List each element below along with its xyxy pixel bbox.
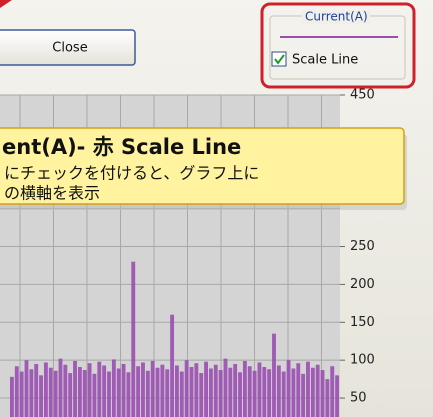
y-tick-label: 100 bbox=[350, 353, 375, 368]
signal-bar bbox=[102, 365, 107, 417]
signal-bar bbox=[175, 365, 179, 417]
callout-title: ent(A)- 赤 Scale Line bbox=[2, 135, 241, 159]
signal-bar bbox=[121, 363, 126, 417]
y-tick-label: 450 bbox=[350, 88, 375, 103]
signal-bar bbox=[160, 364, 165, 417]
signal-bar bbox=[330, 366, 335, 417]
signal-bar bbox=[58, 358, 63, 417]
signal-bar bbox=[53, 370, 58, 417]
signal-bar bbox=[199, 373, 204, 417]
signal-bar bbox=[184, 360, 189, 417]
signal-bar bbox=[77, 366, 82, 417]
signal-bar bbox=[29, 369, 34, 417]
signal-bar bbox=[218, 370, 223, 417]
signal-bar bbox=[73, 360, 77, 417]
signal-bar bbox=[315, 364, 320, 417]
signal-bar bbox=[68, 373, 73, 417]
callout: ent(A)- 赤 Scale Line にチェックを付けると、グラフ上に の横… bbox=[0, 127, 407, 210]
signal-bar bbox=[19, 371, 24, 417]
callout-box bbox=[0, 127, 405, 205]
signal-bar bbox=[252, 370, 257, 417]
signal-bar bbox=[296, 363, 301, 417]
signal-bar bbox=[92, 373, 97, 417]
signal-bar bbox=[82, 370, 87, 417]
signal-bar bbox=[43, 362, 48, 417]
signal-bar bbox=[242, 360, 247, 417]
signal-bar bbox=[131, 261, 136, 417]
close-button[interactable]: Close bbox=[0, 29, 136, 66]
signal-bar bbox=[136, 366, 141, 417]
signal-bar bbox=[272, 333, 276, 417]
checkmark bbox=[274, 54, 285, 65]
signal-bar bbox=[291, 368, 296, 417]
signal-bar bbox=[262, 366, 267, 417]
signal-bar bbox=[111, 359, 116, 417]
signal-bar bbox=[223, 358, 228, 417]
signal-bar bbox=[34, 363, 39, 417]
signal-bar bbox=[170, 314, 175, 417]
signal-bar bbox=[87, 363, 92, 417]
signal-bar bbox=[204, 361, 208, 417]
signal-bar bbox=[228, 367, 233, 417]
signal-bar bbox=[39, 375, 43, 417]
highlight-frame bbox=[260, 2, 416, 89]
signal-bar bbox=[208, 368, 213, 417]
signal-bar bbox=[14, 366, 19, 417]
signal-bar bbox=[116, 368, 121, 417]
group-label: Current(A) bbox=[305, 10, 368, 24]
signal-bar bbox=[97, 361, 102, 417]
signal-bar bbox=[24, 360, 29, 417]
signal-bar bbox=[238, 372, 242, 417]
signal-bar bbox=[48, 367, 53, 417]
signal-bar bbox=[320, 370, 325, 417]
signal-bar bbox=[267, 369, 272, 417]
signal-bar bbox=[141, 362, 145, 417]
signal-bar bbox=[325, 379, 330, 417]
label-backdrop bbox=[302, 10, 370, 24]
checkbox-label[interactable]: Scale Line bbox=[292, 53, 358, 68]
signal-bar bbox=[310, 367, 315, 417]
y-tick-label: 200 bbox=[350, 277, 375, 292]
red-tab bbox=[0, 0, 12, 8]
signal-bar bbox=[306, 361, 310, 417]
signal-bar bbox=[276, 365, 281, 417]
y-tick-label: 250 bbox=[350, 239, 375, 254]
signal-bar bbox=[194, 363, 199, 417]
button-frame[interactable] bbox=[0, 29, 136, 66]
signal-bar bbox=[150, 360, 155, 417]
signal-bar bbox=[63, 364, 68, 417]
signal-bar bbox=[10, 376, 14, 417]
signal-bar bbox=[247, 366, 252, 417]
signal-bar bbox=[301, 373, 306, 417]
signal-bar bbox=[189, 366, 194, 417]
signal-bar bbox=[286, 360, 291, 417]
signal-bar bbox=[335, 375, 340, 417]
signal-bar bbox=[107, 371, 111, 417]
signal-bar bbox=[213, 364, 218, 417]
callout-text: の横軸を表示 bbox=[4, 184, 100, 203]
signal-bar bbox=[145, 370, 150, 417]
signal-bar bbox=[126, 372, 131, 417]
callout-text: にチェックを付けると、グラフ上に bbox=[4, 164, 259, 183]
button-label[interactable]: Close bbox=[52, 41, 87, 56]
y-tick-label: 50 bbox=[350, 391, 367, 406]
y-tick-label: 150 bbox=[350, 315, 375, 330]
signal-bar bbox=[155, 367, 160, 417]
checkbox[interactable] bbox=[271, 51, 287, 67]
signal-bar bbox=[179, 371, 184, 417]
signal-bar bbox=[233, 363, 238, 417]
signal-bar bbox=[281, 371, 286, 417]
signal-bar bbox=[257, 362, 262, 417]
current-group: Current(A) Scale Line bbox=[260, 2, 416, 89]
signal-bar bbox=[165, 369, 170, 417]
